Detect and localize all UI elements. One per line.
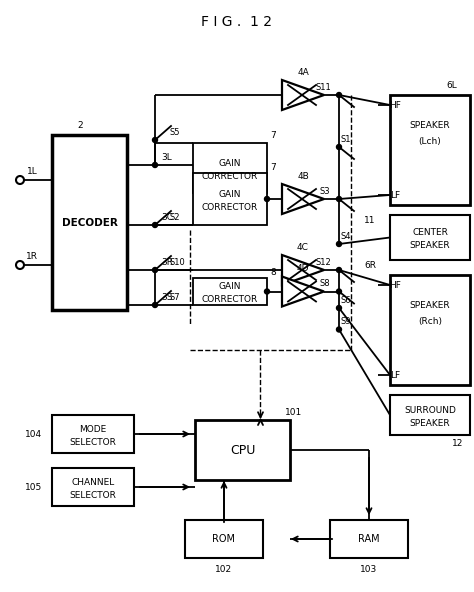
Bar [193, 143, 267, 193]
Text: SELECTOR: SELECTOR [70, 491, 117, 500]
Text: 8: 8 [270, 268, 276, 276]
Bar [390, 395, 470, 435]
Text: 12: 12 [452, 439, 464, 448]
Polygon shape [282, 276, 324, 307]
Polygon shape [282, 255, 324, 285]
Circle shape [153, 223, 157, 227]
Circle shape [337, 92, 341, 98]
Text: F I G .  1 2: F I G . 1 2 [201, 15, 273, 29]
Bar [390, 275, 470, 385]
Text: RAM: RAM [358, 534, 380, 544]
Text: SURROUND: SURROUND [404, 406, 456, 414]
Bar [193, 278, 267, 305]
Text: 2: 2 [77, 121, 83, 130]
Circle shape [337, 289, 341, 294]
Text: 4D: 4D [297, 264, 309, 273]
Bar [52, 135, 127, 310]
Text: SPEAKER: SPEAKER [410, 419, 450, 427]
Text: SPEAKER: SPEAKER [410, 301, 450, 310]
Circle shape [153, 137, 157, 143]
Text: 3S: 3S [161, 292, 173, 301]
Text: CPU: CPU [230, 443, 255, 456]
Text: 6R: 6R [364, 260, 376, 269]
Text: S11: S11 [315, 82, 331, 92]
Text: CORRECTOR: CORRECTOR [202, 295, 258, 304]
Text: S9: S9 [341, 317, 351, 326]
Text: LF: LF [390, 371, 400, 379]
Text: 4C: 4C [297, 243, 309, 252]
Text: 4B: 4B [297, 172, 309, 181]
Text: SPEAKER: SPEAKER [410, 241, 450, 250]
Text: HF: HF [389, 101, 401, 110]
Text: 1L: 1L [27, 166, 37, 175]
Text: GAIN: GAIN [219, 282, 241, 291]
Circle shape [337, 242, 341, 246]
Text: S4: S4 [341, 231, 351, 240]
Text: S5: S5 [170, 127, 180, 137]
Text: 1R: 1R [26, 252, 38, 260]
Text: CORRECTOR: CORRECTOR [202, 202, 258, 211]
Text: 102: 102 [216, 565, 233, 574]
Text: 104: 104 [25, 430, 42, 439]
Text: S10: S10 [169, 258, 185, 266]
Text: 103: 103 [360, 565, 378, 574]
Text: SELECTOR: SELECTOR [70, 437, 117, 446]
Polygon shape [282, 184, 324, 214]
Text: 11: 11 [364, 215, 376, 224]
Text: LF: LF [390, 191, 400, 200]
Text: 105: 105 [25, 482, 42, 491]
Text: S8: S8 [319, 279, 330, 288]
Circle shape [16, 261, 24, 269]
Circle shape [153, 268, 157, 272]
Circle shape [153, 162, 157, 168]
Text: 6L: 6L [447, 81, 457, 89]
Bar [390, 95, 470, 205]
Text: CENTER: CENTER [412, 228, 448, 237]
Circle shape [264, 197, 270, 201]
Text: 7: 7 [270, 162, 276, 172]
Text: GAIN: GAIN [219, 159, 241, 168]
Bar [330, 520, 408, 558]
Text: S2: S2 [170, 213, 180, 221]
Circle shape [337, 144, 341, 150]
Text: (Rch): (Rch) [418, 317, 442, 326]
Text: S12: S12 [315, 258, 331, 266]
Text: 4A: 4A [297, 67, 309, 76]
Circle shape [264, 289, 270, 294]
Text: HF: HF [389, 281, 401, 289]
Bar [52, 468, 134, 506]
Bar [390, 215, 470, 260]
Bar [193, 173, 267, 225]
Circle shape [16, 176, 24, 184]
Text: S1: S1 [341, 134, 351, 143]
Text: S6: S6 [341, 295, 351, 304]
Text: 101: 101 [285, 407, 302, 417]
Text: 3R: 3R [161, 258, 173, 266]
Polygon shape [282, 80, 324, 110]
Text: ROM: ROM [212, 534, 236, 544]
Text: 7: 7 [270, 130, 276, 140]
Circle shape [337, 327, 341, 332]
Text: CHANNEL: CHANNEL [72, 478, 115, 487]
Circle shape [337, 197, 341, 201]
Circle shape [337, 268, 341, 272]
Text: S3: S3 [319, 186, 330, 195]
Text: CORRECTOR: CORRECTOR [202, 172, 258, 181]
Circle shape [153, 303, 157, 307]
Bar [52, 415, 134, 453]
Text: GAIN: GAIN [219, 189, 241, 198]
Text: (Lch): (Lch) [419, 137, 441, 146]
Text: DECODER: DECODER [62, 217, 118, 227]
Circle shape [337, 305, 341, 310]
Text: 3C: 3C [161, 213, 173, 221]
Text: 3L: 3L [162, 153, 173, 162]
Text: SPEAKER: SPEAKER [410, 121, 450, 130]
Text: S7: S7 [170, 292, 180, 301]
Text: MODE: MODE [79, 424, 107, 433]
Bar [195, 420, 290, 480]
Bar [185, 520, 263, 558]
